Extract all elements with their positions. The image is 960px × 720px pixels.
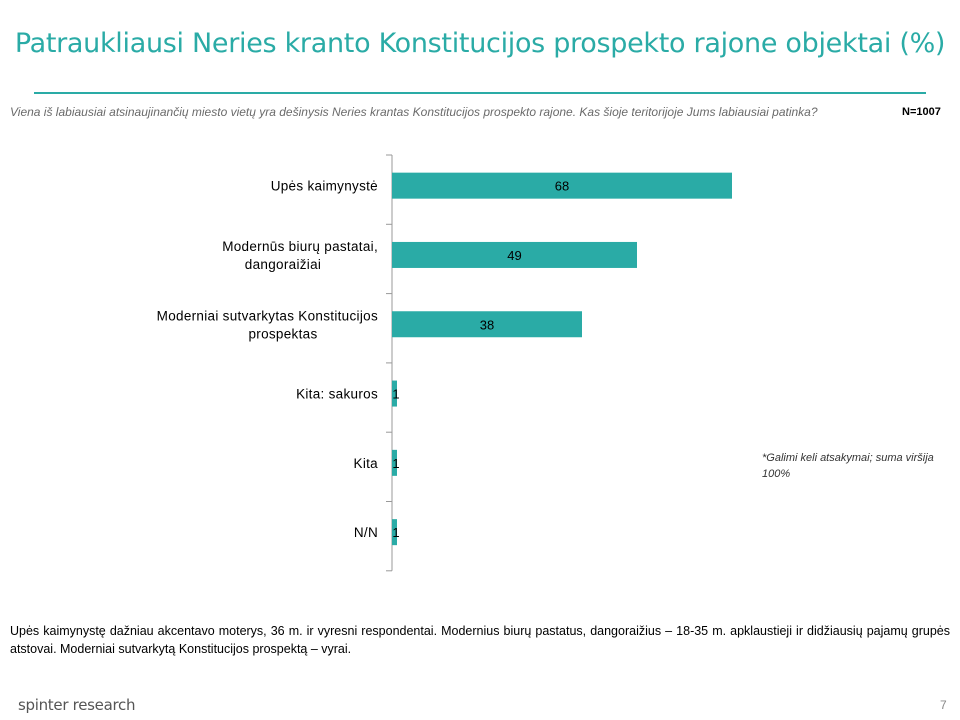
category-label: Kita — [354, 456, 379, 471]
data-label: 49 — [507, 248, 521, 263]
page-number: 7 — [940, 698, 947, 712]
bar-chart: 68 Upės kaimynystė 49 Modernūs biurų pastat… — [157, 154, 732, 572]
multiple-answers-note: *Galimi keli atsakymai; suma viršija 100… — [762, 452, 934, 480]
category-label: Moderniai sutvarkytas Konstitucijos — [157, 308, 378, 323]
category-label: Kita: sakuros — [296, 387, 378, 402]
bar — [392, 172, 732, 199]
findings-footnote: Upės kaimynystę dažniau akcentavo motery… — [10, 624, 950, 656]
category-label: prospektas — [248, 326, 317, 341]
bar — [392, 519, 397, 546]
category-label: Modernūs biurų pastatai, — [222, 239, 378, 254]
bar — [392, 241, 637, 268]
data-label: 1 — [392, 525, 399, 540]
sample-size: N=1007 — [902, 106, 941, 118]
data-label: 1 — [392, 456, 399, 471]
page-title: Patraukliausi Neries kranto Konstitucijo… — [14, 28, 946, 59]
bar — [392, 311, 582, 338]
data-label: 38 — [480, 317, 494, 332]
bar — [392, 380, 397, 407]
title-divider — [34, 92, 926, 94]
bar — [392, 449, 397, 476]
category-label: Upės kaimynystė — [271, 179, 378, 194]
data-label: 1 — [392, 387, 399, 402]
category-label: N/N — [354, 525, 378, 540]
data-label: 68 — [555, 179, 569, 194]
brand-logo: spinter research — [18, 696, 136, 714]
survey-question: Viena iš labiausiai atsinaujinančių mies… — [10, 105, 818, 119]
category-label: dangoraižiai — [245, 257, 321, 272]
